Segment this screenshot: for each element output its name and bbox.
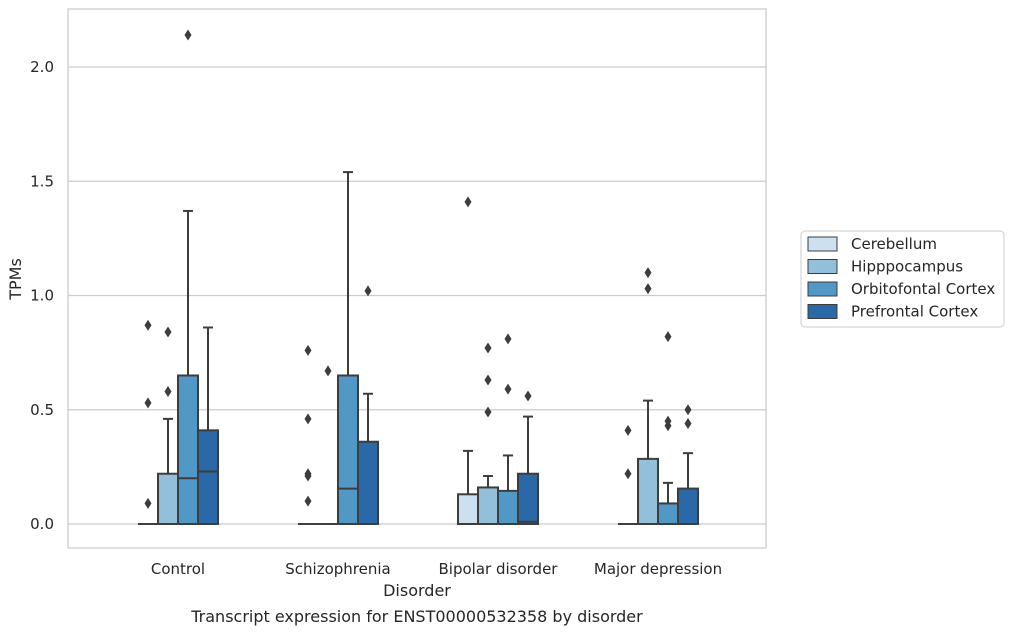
outlier-point: [484, 374, 492, 386]
legend-label: Cerebellum: [851, 235, 937, 253]
box-body: [497, 489, 519, 525]
box-prefrontal-cortex-1: [357, 285, 379, 525]
legend-label: Hipppocampus: [851, 258, 963, 276]
x-tick-label: Major depression: [594, 560, 722, 578]
x-tick-label: Schizophrenia: [285, 560, 390, 578]
legend-item: Orbitofontal Cortex: [807, 280, 995, 298]
outlier-point: [484, 342, 492, 354]
y-tick-label: 1.0: [30, 287, 54, 305]
legend-frame: [800, 230, 1005, 328]
outlier-point: [684, 417, 692, 429]
plot-frame: [67, 8, 767, 549]
outlier-point: [364, 285, 372, 297]
outlier-point: [644, 267, 652, 279]
legend: Cerebellum Hipppocampus Orbitofontal Corte…: [800, 230, 1005, 328]
outlier-point: [664, 331, 672, 343]
outlier-point: [484, 406, 492, 418]
box-prefrontal-cortex-0: [197, 326, 219, 525]
box-hipppocampus-3: [637, 267, 659, 525]
box-body: [357, 440, 379, 525]
legend-items: Cerebellum Hipppocampus Orbitofontal Corte…: [807, 235, 995, 321]
outlier-point: [144, 319, 152, 331]
outlier-point: [164, 326, 172, 338]
figure-caption: Transcript expression for ENST0000053235…: [190, 607, 643, 626]
box-body: [637, 457, 659, 525]
box-hipppocampus-1: [318, 365, 338, 525]
outlier-point: [524, 390, 532, 402]
box-body: [457, 493, 479, 526]
legend-swatch: [807, 236, 838, 252]
box-orbitofontal-cortex-0: [177, 29, 199, 525]
outlier-point: [304, 413, 312, 425]
box-body: [517, 472, 539, 526]
outlier-point: [684, 404, 692, 416]
outlier-point: [144, 397, 152, 409]
box-orbitofontal-cortex-2: [497, 333, 519, 525]
box-hipppocampus-2: [477, 342, 499, 526]
plot-background: [68, 9, 766, 548]
box-body: [157, 472, 179, 526]
y-tick-label: 0.0: [30, 515, 54, 533]
outlier-point: [504, 383, 512, 395]
x-axis-label: Disorder: [383, 581, 451, 600]
legend-item: Hipppocampus: [807, 258, 963, 276]
box-cerebellum-1: [298, 344, 318, 525]
box-prefrontal-cortex-3: [677, 404, 699, 525]
box-body: [657, 502, 679, 525]
outlier-point: [144, 497, 152, 509]
outlier-point: [304, 344, 312, 356]
y-tick-label: 1.5: [30, 172, 54, 190]
outlier-point: [184, 29, 192, 41]
y-axis-label: TPMs: [6, 258, 25, 301]
outlier-point: [624, 468, 632, 480]
box-body: [477, 486, 499, 526]
box-body: [337, 374, 359, 525]
outlier-point: [164, 385, 172, 397]
box-body: [677, 487, 699, 525]
outlier-point: [504, 333, 512, 345]
outlier-point: [624, 424, 632, 436]
box-prefrontal-cortex-2: [517, 390, 539, 526]
x-tick-label: Bipolar disorder: [439, 560, 559, 578]
box-body: [177, 374, 199, 525]
legend-swatch: [807, 259, 838, 274]
legend-swatch: [807, 304, 838, 319]
legend-item: Prefrontal Cortex: [807, 303, 978, 321]
y-tick-label: 2.0: [30, 58, 54, 76]
outlier-point: [304, 495, 312, 507]
legend-swatch: [807, 281, 838, 297]
legend-label: Orbitofontal Cortex: [851, 280, 995, 298]
box-cerebellum-0: [138, 319, 158, 525]
outlier-point: [664, 415, 672, 427]
outlier-point: [644, 283, 652, 295]
outlier-point: [324, 365, 332, 377]
legend-item: Cerebellum: [807, 235, 937, 253]
outlier-point: [304, 468, 312, 480]
outlier-point: [464, 196, 472, 208]
box-plot-marks: [138, 29, 699, 526]
legend-label: Prefrontal Cortex: [851, 303, 978, 321]
box-cerebellum-3: [618, 424, 638, 525]
box-orbitofontal-cortex-3: [657, 331, 679, 525]
x-tick-label: Control: [151, 560, 205, 578]
y-tick-labels: 0.0 0.5 1.0 1.5 2.0: [30, 58, 54, 533]
box-body: [197, 429, 219, 525]
x-tick-labels: Control Schizophrenia Bipolar disorder Majo…: [151, 560, 722, 578]
y-tick-label: 0.5: [30, 401, 54, 419]
